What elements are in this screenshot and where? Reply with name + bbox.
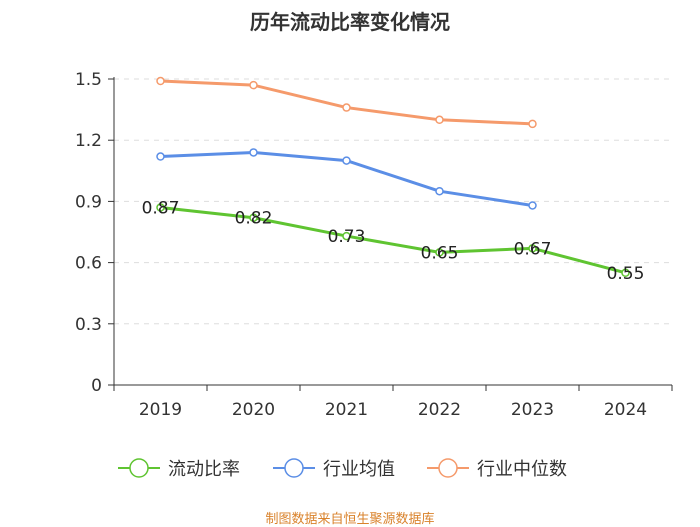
y-tick-label: 0.3 <box>75 315 102 335</box>
y-tick-label: 1.2 <box>75 131 102 151</box>
legend-label: 行业均值 <box>323 459 395 480</box>
data-point <box>342 103 351 112</box>
data-point <box>156 76 165 86</box>
y-tick-label: 0.9 <box>75 192 102 212</box>
series-line-3 <box>160 79 533 126</box>
data-point <box>249 213 258 222</box>
x-tick-label: 2022 <box>418 400 461 420</box>
data-point <box>435 248 444 257</box>
data-point <box>528 201 537 210</box>
data-point <box>342 156 351 165</box>
data-point <box>156 203 165 212</box>
data-point <box>249 80 258 90</box>
source-note: 制图数据来自恒生聚源数据库 <box>265 512 435 527</box>
x-tick-label: 2020 <box>232 400 275 420</box>
data-point <box>435 115 444 125</box>
x-tick-label: 2019 <box>139 400 182 420</box>
data-point <box>342 231 351 241</box>
legend-marker <box>129 458 149 478</box>
data-label: 0.82 <box>235 209 273 229</box>
legend-marker <box>284 458 304 478</box>
data-label: 0.55 <box>607 264 645 284</box>
chart-title: 历年流动比率变化情况 <box>250 10 450 34</box>
x-tick-label: 2024 <box>604 400 647 420</box>
y-tick-label: 0.6 <box>75 254 102 274</box>
x-tick-label: 2023 <box>511 400 554 420</box>
data-label: 0.87 <box>142 199 180 219</box>
data-point <box>528 244 537 253</box>
legend-label: 行业中位数 <box>477 459 567 480</box>
legend-marker <box>438 458 458 478</box>
data-label: 0.65 <box>421 243 459 263</box>
legend-label: 流动比率 <box>168 459 240 480</box>
x-tick-label: 2021 <box>325 400 368 420</box>
data-point <box>621 268 630 278</box>
data-point <box>435 186 444 196</box>
data-label: 0.73 <box>328 227 366 247</box>
data-point <box>528 119 537 129</box>
y-tick-label: 1.5 <box>75 70 102 90</box>
y-tick-label: 0 <box>91 376 102 396</box>
series-line-1 <box>160 206 626 275</box>
data-label: 0.67 <box>514 239 552 259</box>
data-point <box>249 148 258 157</box>
data-point <box>156 152 165 161</box>
